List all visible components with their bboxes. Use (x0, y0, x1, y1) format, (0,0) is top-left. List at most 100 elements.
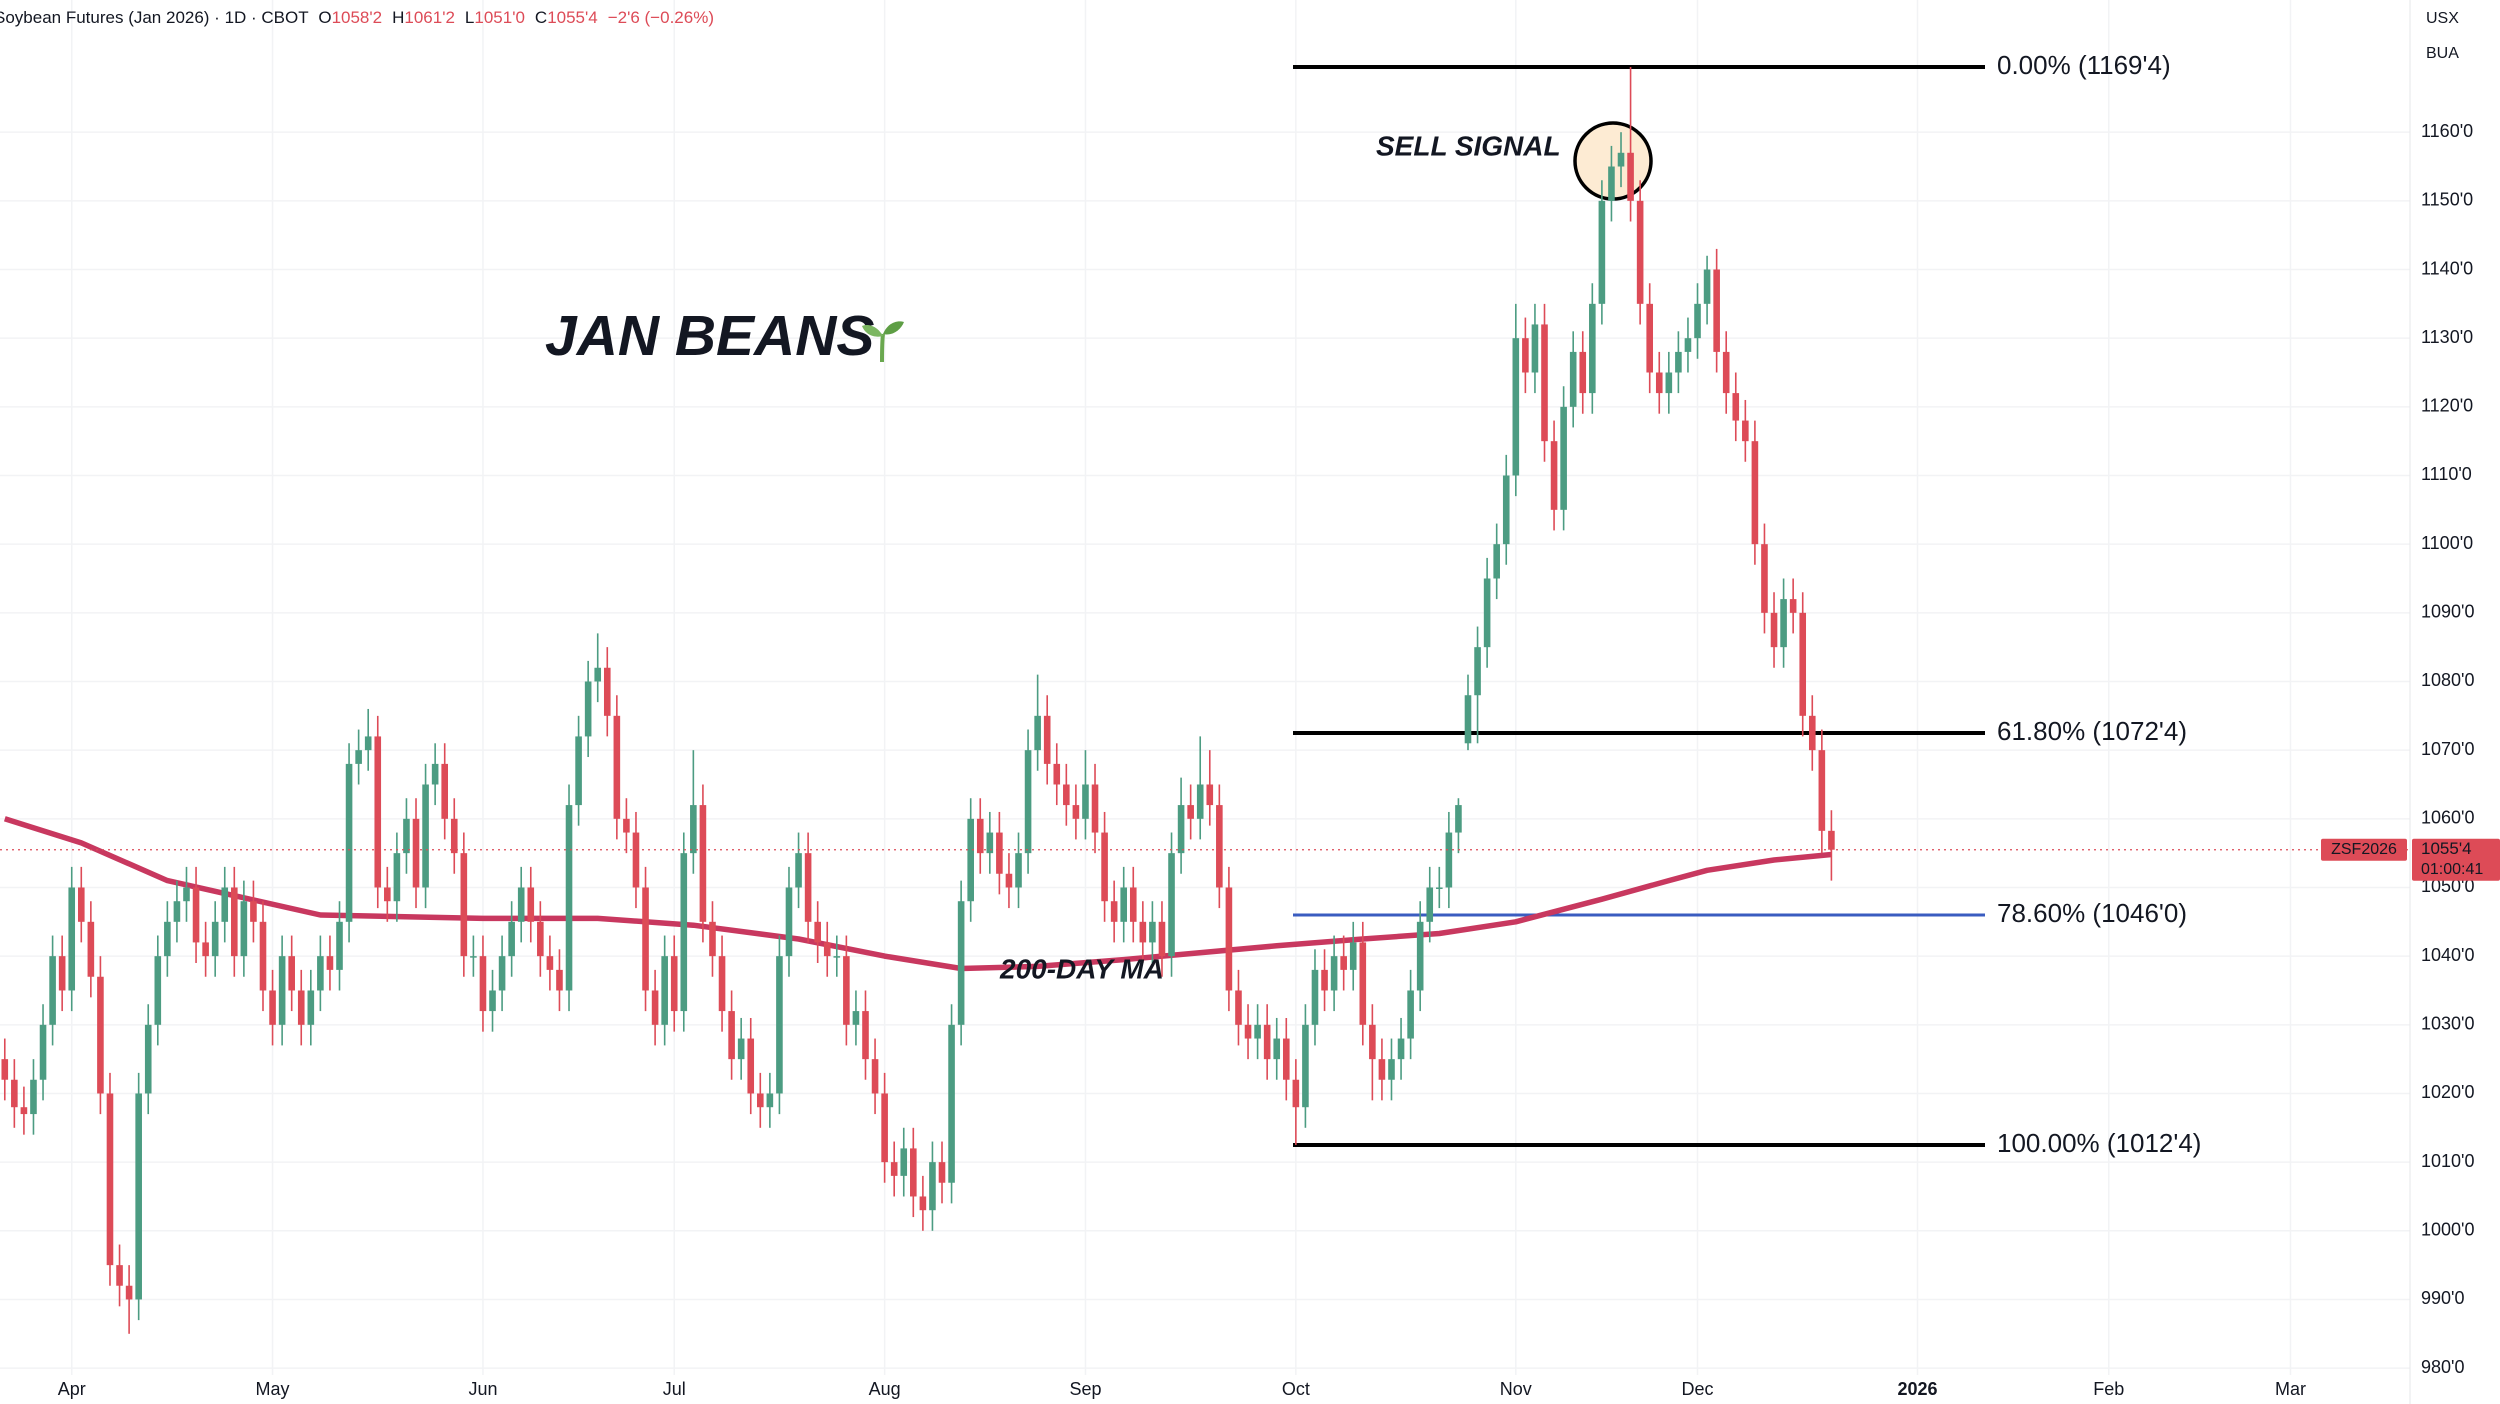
candle-body (776, 956, 783, 1094)
candle-body (1302, 1024, 1309, 1108)
header-symbol: Soybean Futures (Jan 2026) · 1D · CBOT (0, 8, 308, 27)
candle-body (900, 1148, 908, 1176)
candle-body (1091, 784, 1099, 833)
candle-body (1675, 351, 1682, 373)
y-tick-label: 1070'0 (2421, 739, 2475, 759)
candle-body (211, 921, 219, 957)
candle-body (1502, 475, 1510, 545)
y-tick-label: 1080'0 (2421, 670, 2475, 690)
candle-body (1110, 901, 1118, 922)
candle-body (594, 667, 602, 682)
candle-body (173, 901, 181, 922)
candle-body (1101, 832, 1108, 902)
candle-body (297, 990, 305, 1025)
candle-body (632, 832, 640, 888)
candle-body (116, 1265, 123, 1286)
candle-body (1168, 853, 1175, 957)
candle-body (125, 1285, 133, 1300)
candle-body (1149, 921, 1156, 943)
x-tick-label: Apr (58, 1379, 86, 1399)
candle-body (1053, 763, 1061, 785)
candle-body (843, 956, 850, 1025)
candle-body (1713, 269, 1720, 352)
candle-body (1445, 832, 1453, 888)
candle-body (1216, 805, 1223, 888)
price-badge-label: 1055'4 (2421, 839, 2472, 858)
y-tick-label: 1020'0 (2421, 1082, 2475, 1102)
x-tick-label: Jul (663, 1379, 686, 1399)
candle-body (1005, 873, 1013, 888)
candle-body (183, 887, 190, 902)
candle-body (1426, 887, 1434, 922)
candle-body (690, 805, 697, 854)
candle-body (948, 1024, 955, 1183)
candle-body (1369, 1024, 1376, 1060)
candle-body (670, 956, 678, 1012)
candle-body (1015, 853, 1022, 888)
candle-body (766, 1093, 774, 1108)
sell-signal-label: SELL SIGNAL (1376, 130, 1561, 161)
candle-body (422, 784, 429, 888)
candle-body (393, 853, 401, 902)
y-tick-label: 1060'0 (2421, 808, 2475, 828)
header-value: 1055'4 (547, 8, 598, 27)
candle-body (374, 736, 382, 888)
candle-body (317, 956, 324, 991)
candle-body (1024, 750, 1032, 854)
candle-body (1455, 805, 1462, 833)
candle-body (804, 853, 812, 922)
candle-body (1550, 441, 1558, 510)
candle-body (680, 853, 688, 1012)
countdown-label: 01:00:41 (2421, 861, 2483, 878)
candle-body (1828, 830, 1835, 850)
header-value: 1061'2 (404, 8, 455, 27)
candle-body (288, 956, 295, 991)
candle-body (623, 818, 630, 833)
candle-body (1072, 805, 1080, 819)
candle-body (1034, 715, 1041, 751)
candle-body (718, 956, 726, 1012)
candle-body (938, 1162, 946, 1183)
candle-body (221, 887, 229, 922)
candle-body (450, 818, 458, 854)
y-tick-label: 1150'0 (2421, 190, 2473, 210)
candle-body (823, 942, 831, 957)
candle-body (1139, 921, 1147, 943)
candle-body (307, 990, 315, 1025)
currency: USX (2426, 10, 2459, 27)
y-tick-label: 1110'0 (2421, 464, 2472, 484)
fib-label: 100.00% (1012'4) (1997, 1128, 2201, 1158)
x-tick-label: Jun (468, 1379, 497, 1399)
candle-body (1043, 715, 1051, 764)
header-key: O (318, 8, 331, 27)
candle-body (489, 990, 496, 1012)
y-tick-label: 1030'0 (2421, 1014, 2475, 1034)
candle-body (1464, 695, 1472, 744)
candle-body (1732, 393, 1740, 421)
y-tick-label: 1130'0 (2421, 327, 2473, 347)
header: Soybean Futures (Jan 2026) · 1D · CBOT O 1… (0, 8, 714, 27)
candle-body (537, 921, 544, 957)
candle-body (1569, 351, 1577, 407)
candle-body (1512, 338, 1520, 476)
candle-body (1589, 303, 1596, 394)
candle-body (441, 763, 449, 819)
candle-body (929, 1162, 936, 1211)
y-tick-label: 1140'0 (2421, 258, 2473, 278)
candle-body (1, 1059, 9, 1080)
candle-body (278, 956, 286, 1025)
candle-body (1082, 784, 1089, 819)
candle-body (1063, 784, 1070, 806)
candle-body (1684, 338, 1692, 352)
candle-body (1359, 942, 1367, 1025)
candle-body (1292, 1079, 1300, 1108)
candle-body (642, 887, 649, 991)
candle-body (1177, 805, 1185, 854)
candle-body (1416, 921, 1424, 991)
candle-body (517, 887, 525, 922)
candle-body (871, 1059, 879, 1094)
candle-body (651, 990, 659, 1025)
candle-body (1751, 441, 1759, 545)
candle-body (1321, 969, 1328, 991)
